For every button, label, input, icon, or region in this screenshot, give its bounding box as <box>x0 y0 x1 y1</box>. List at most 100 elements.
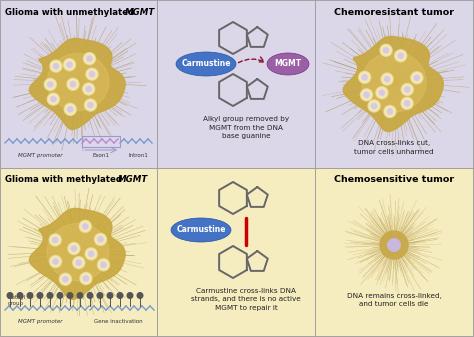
Circle shape <box>388 239 401 251</box>
Text: Carmustine: Carmustine <box>181 60 231 68</box>
Circle shape <box>76 260 81 265</box>
Bar <box>0 0 157 168</box>
Circle shape <box>402 84 412 95</box>
Circle shape <box>382 74 392 84</box>
Circle shape <box>53 238 58 243</box>
Bar <box>315 0 473 168</box>
Circle shape <box>48 82 53 87</box>
Circle shape <box>50 60 62 72</box>
Circle shape <box>89 251 94 256</box>
Circle shape <box>37 293 43 298</box>
Circle shape <box>83 276 89 281</box>
Circle shape <box>414 75 419 80</box>
Ellipse shape <box>267 53 309 75</box>
Circle shape <box>68 79 78 89</box>
Circle shape <box>88 102 93 108</box>
Circle shape <box>86 249 96 259</box>
Circle shape <box>362 75 367 80</box>
Ellipse shape <box>171 218 231 242</box>
Circle shape <box>398 53 403 58</box>
Circle shape <box>98 237 103 242</box>
Circle shape <box>372 103 377 109</box>
Circle shape <box>381 45 391 55</box>
Circle shape <box>101 262 106 267</box>
Text: Alkyl group removed by
MGMT from the DNA
base guanine: Alkyl group removed by MGMT from the DNA… <box>203 116 289 139</box>
Circle shape <box>53 259 58 264</box>
Polygon shape <box>380 231 408 259</box>
Circle shape <box>359 71 371 83</box>
Circle shape <box>99 260 109 270</box>
Circle shape <box>412 73 422 83</box>
Circle shape <box>47 93 59 105</box>
Circle shape <box>83 53 95 65</box>
Circle shape <box>60 274 71 284</box>
Circle shape <box>379 90 384 95</box>
Circle shape <box>48 94 58 104</box>
Circle shape <box>47 293 53 298</box>
Circle shape <box>384 105 396 118</box>
Circle shape <box>87 56 92 61</box>
Circle shape <box>50 256 61 267</box>
Circle shape <box>71 82 75 87</box>
Text: MGMT: MGMT <box>274 60 301 68</box>
Circle shape <box>383 48 389 53</box>
Circle shape <box>396 51 406 61</box>
Circle shape <box>73 257 84 268</box>
Text: MGMT promoter: MGMT promoter <box>18 153 62 158</box>
Circle shape <box>127 293 133 298</box>
Text: Glioma with methylated: Glioma with methylated <box>5 175 125 184</box>
Circle shape <box>44 79 56 90</box>
Circle shape <box>364 92 369 97</box>
Circle shape <box>45 79 55 90</box>
Circle shape <box>360 72 370 83</box>
Text: Chemoresistant tumor: Chemoresistant tumor <box>334 8 454 17</box>
Circle shape <box>404 101 410 106</box>
Circle shape <box>411 72 423 84</box>
Circle shape <box>90 72 94 77</box>
Circle shape <box>387 109 392 114</box>
Circle shape <box>72 246 76 251</box>
Circle shape <box>63 277 68 282</box>
Circle shape <box>402 98 412 109</box>
Circle shape <box>83 84 94 94</box>
Circle shape <box>385 106 395 117</box>
Circle shape <box>80 273 92 284</box>
Circle shape <box>117 293 123 298</box>
Circle shape <box>64 103 76 115</box>
Circle shape <box>51 97 56 102</box>
Circle shape <box>401 97 413 109</box>
Circle shape <box>81 273 91 283</box>
Bar <box>82 136 120 147</box>
Circle shape <box>395 50 407 62</box>
Bar <box>0 168 157 336</box>
Circle shape <box>87 293 93 298</box>
Text: Glioma with unmethylated: Glioma with unmethylated <box>5 8 137 17</box>
Circle shape <box>384 76 390 82</box>
Circle shape <box>85 248 97 260</box>
Circle shape <box>68 243 80 254</box>
Circle shape <box>51 61 61 71</box>
Text: Gene inactivation: Gene inactivation <box>94 319 142 324</box>
Text: MGMT: MGMT <box>118 175 148 184</box>
Circle shape <box>107 293 113 298</box>
Circle shape <box>7 293 13 298</box>
Circle shape <box>86 87 91 92</box>
Circle shape <box>77 293 83 298</box>
Bar <box>157 168 315 336</box>
Ellipse shape <box>176 52 236 76</box>
Text: MGMT promoter: MGMT promoter <box>18 319 62 324</box>
Circle shape <box>49 234 61 246</box>
Text: Carmustine cross-links DNA
strands, and there is no active
MGMT to repair it: Carmustine cross-links DNA strands, and … <box>191 288 301 311</box>
Text: Methyl
group: Methyl group <box>8 295 27 306</box>
Circle shape <box>50 235 60 245</box>
Bar <box>157 0 315 168</box>
Text: Intron1: Intron1 <box>128 153 148 158</box>
Polygon shape <box>343 36 443 131</box>
Circle shape <box>64 59 75 71</box>
Polygon shape <box>362 52 426 112</box>
Circle shape <box>87 69 97 79</box>
Circle shape <box>80 221 91 232</box>
Circle shape <box>381 73 393 85</box>
Circle shape <box>67 62 72 67</box>
Text: DNA remains cross-linked,
and tumor cells die: DNA remains cross-linked, and tumor cell… <box>346 293 441 307</box>
